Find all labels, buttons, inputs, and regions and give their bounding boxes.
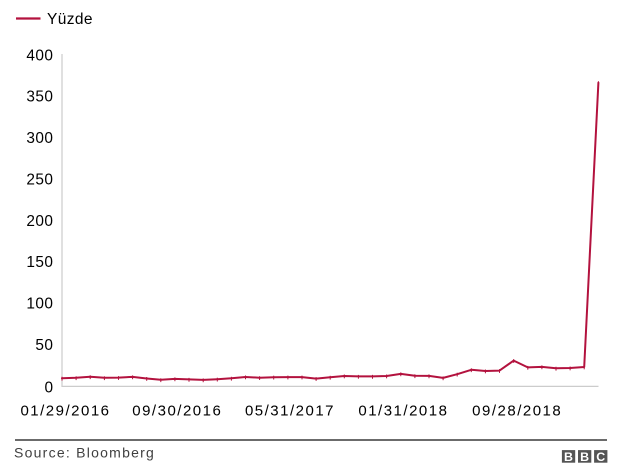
svg-text:100: 100 — [26, 296, 53, 313]
svg-text:Yüzde: Yüzde — [47, 11, 93, 28]
svg-text:300: 300 — [26, 130, 53, 147]
svg-text:200: 200 — [26, 213, 53, 230]
svg-text:09/30/2016: 09/30/2016 — [132, 403, 222, 420]
svg-text:250: 250 — [26, 171, 53, 188]
svg-text:01/29/2016: 01/29/2016 — [20, 403, 110, 420]
svg-text:150: 150 — [26, 254, 53, 271]
svg-text:350: 350 — [26, 89, 53, 106]
svg-text:C: C — [596, 450, 605, 464]
svg-text:01/31/2018: 01/31/2018 — [358, 403, 448, 420]
svg-text:50: 50 — [35, 337, 53, 354]
svg-text:B: B — [580, 450, 589, 464]
svg-text:400: 400 — [26, 47, 53, 64]
svg-text:0: 0 — [44, 380, 53, 397]
svg-text:B: B — [564, 450, 573, 464]
svg-text:Source: Bloomberg: Source: Bloomberg — [14, 445, 155, 461]
svg-text:05/31/2017: 05/31/2017 — [245, 403, 335, 420]
svg-text:09/28/2018: 09/28/2018 — [472, 403, 562, 420]
